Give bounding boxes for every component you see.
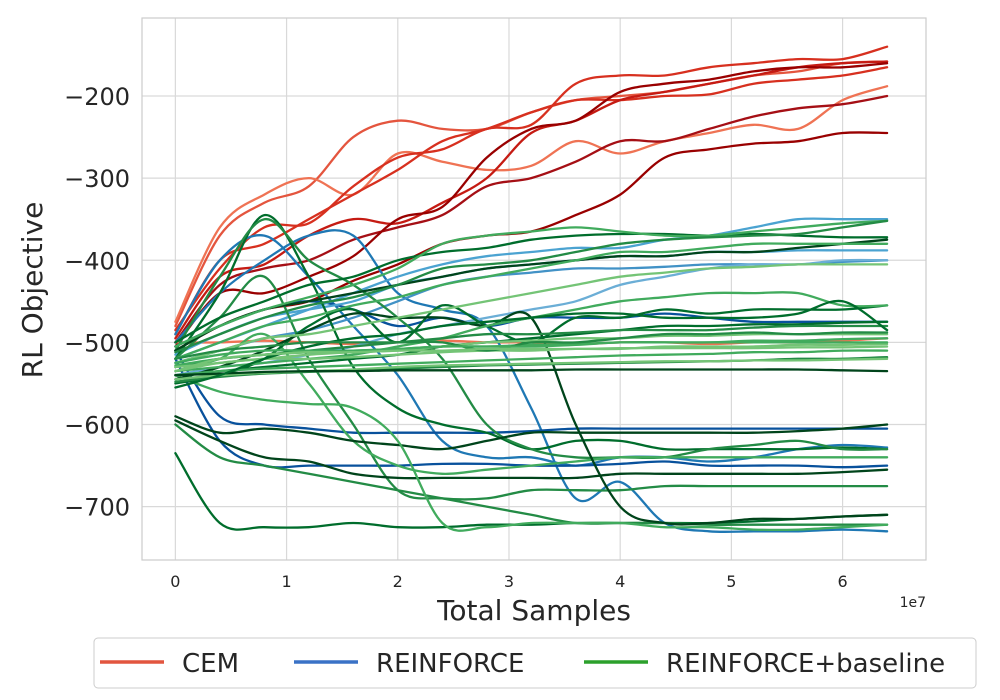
series-line-reinforce-baseline-26 xyxy=(174,374,889,532)
x-tick-label-3: 3 xyxy=(504,572,514,591)
series-line-reinforce-17 xyxy=(174,258,889,377)
series-line-reinforce-baseline-24 xyxy=(174,452,889,531)
series-line-reinforce-12 xyxy=(174,349,889,435)
series-line-reinforce-baseline-33 xyxy=(174,242,889,360)
x-axis-scale-label: 1e7 xyxy=(900,595,926,611)
x-tick-label-1: 1 xyxy=(281,572,291,591)
series-layer xyxy=(174,45,889,534)
series-line-reinforce-baseline-25 xyxy=(174,423,889,526)
series-line-reinforce-baseline-22 xyxy=(174,415,889,451)
x-axis-ticks: 0 1 2 3 4 5 6 xyxy=(170,572,847,591)
y-tick-label-5: −700 xyxy=(64,494,130,522)
y-axis-label: RL Objective xyxy=(16,202,49,379)
series-line-reinforce-baseline-48 xyxy=(174,345,889,373)
series-line-reinforce-baseline-41 xyxy=(174,349,889,377)
legend-label-2: REINFORCE+baseline xyxy=(666,649,945,679)
series-line-cem-2 xyxy=(174,66,889,336)
series-line-reinforce-baseline-23 xyxy=(174,419,889,480)
series-line-cem-3 xyxy=(174,45,889,332)
series-line-reinforce-baseline-32 xyxy=(174,219,889,354)
series-line-reinforce-14 xyxy=(174,217,889,360)
x-tick-label-6: 6 xyxy=(838,572,848,591)
y-tick-label-4: −600 xyxy=(64,412,130,440)
x-tick-label-2: 2 xyxy=(393,572,403,591)
series-line-reinforce-10 xyxy=(174,229,889,534)
y-tick-label-1: −300 xyxy=(64,165,130,193)
series-line-cem-5 xyxy=(174,94,889,344)
series-line-reinforce-baseline-38 xyxy=(174,332,889,373)
series-line-reinforce-baseline-44 xyxy=(174,368,889,377)
series-line-reinforce-baseline-29 xyxy=(174,238,889,352)
plot-frame xyxy=(141,17,927,561)
series-line-cem-1 xyxy=(174,85,889,323)
legend-box xyxy=(93,637,977,689)
legend: CEM REINFORCE REINFORCE+baseline xyxy=(93,637,977,689)
series-line-reinforce-baseline-34 xyxy=(174,263,889,365)
series-line-reinforce-baseline-19 xyxy=(174,218,889,460)
series-line-reinforce-baseline-20 xyxy=(174,274,889,501)
y-tick-label-3: −500 xyxy=(64,329,130,357)
y-axis-ticks: −200 −300 −400 −500 −600 −700 xyxy=(64,83,130,522)
y-tick-label-2: −400 xyxy=(64,247,130,275)
legend-label-1: REINFORCE xyxy=(376,649,524,679)
x-tick-label-0: 0 xyxy=(170,572,180,591)
series-line-cem-6 xyxy=(174,62,889,348)
series-line-reinforce-baseline-40 xyxy=(174,342,889,369)
series-line-reinforce-baseline-36 xyxy=(174,320,889,377)
series-line-reinforce-baseline-46 xyxy=(174,331,889,360)
y-tick-label-0: −200 xyxy=(64,83,130,111)
series-line-reinforce-baseline-47 xyxy=(174,341,889,365)
legend-label-0: CEM xyxy=(182,649,239,679)
x-tick-label-5: 5 xyxy=(726,572,736,591)
series-line-reinforce-9 xyxy=(174,234,889,467)
series-line-reinforce-baseline-31 xyxy=(174,219,889,348)
x-axis-label: Total Samples xyxy=(436,594,631,627)
series-line-reinforce-baseline-28 xyxy=(174,310,889,526)
x-tick-label-4: 4 xyxy=(615,572,625,591)
